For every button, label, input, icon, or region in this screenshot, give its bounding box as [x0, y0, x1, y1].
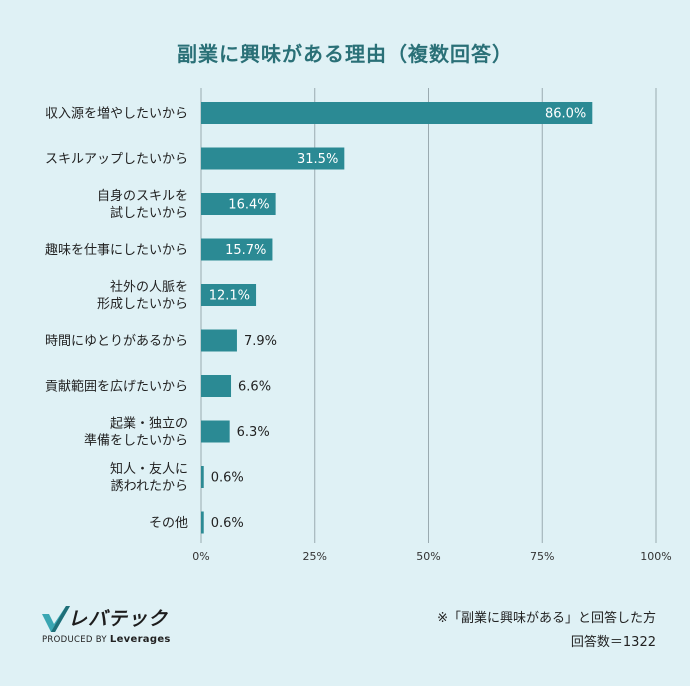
footer-note: ※「副業に興味がある」と回答した方 回答数＝1322 — [336, 607, 656, 655]
data-label: 16.4% — [228, 198, 269, 213]
category-label: 社外の人脈を形成したいから — [97, 279, 188, 312]
respondent-count: 回答数＝1322 — [570, 635, 656, 650]
category-label: その他 — [149, 516, 188, 531]
respondent-note: ※「副業に興味がある」と回答した方 — [437, 611, 656, 626]
category-label: 知人・友人に誘われたから — [110, 461, 188, 494]
chart-title: 副業に興味がある理由（複数回答） — [177, 42, 513, 66]
tick-label: 50% — [416, 550, 440, 563]
bar — [201, 147, 345, 170]
category-label: 収入源を増やしたいから — [45, 107, 188, 122]
x-axis-ticks: 0% 25% 50% 75% 100% — [192, 550, 671, 563]
tick-label: 25% — [303, 550, 327, 563]
tick-label: 100% — [640, 550, 671, 563]
bar — [201, 102, 593, 124]
category-label: 自身のスキルを試したいから — [97, 188, 188, 221]
data-label: 12.1% — [209, 289, 250, 304]
tick-label: 75% — [530, 550, 554, 563]
category-label: 趣味を仕事にしたいから — [45, 243, 188, 258]
logo-produced-by: PRODUCED BY Leverages — [42, 634, 171, 645]
category-labels: 収入源を増やしたいからスキルアップしたいから自身のスキルを試したいから趣味を仕事… — [45, 107, 188, 532]
bar — [201, 466, 204, 488]
bars: 86.0% 31.5% 16.4% 15.7% 12.1% 7.9% 6.6% 6.3% 0.6… — [201, 102, 593, 534]
category-label: スキルアップしたいから — [45, 152, 188, 167]
data-label: 7.9% — [244, 334, 277, 349]
tick-label: 0% — [192, 550, 209, 563]
data-label: 0.6% — [211, 471, 244, 486]
levtech-logo: レバテック PRODUCED BY Leverages — [42, 604, 212, 648]
category-label: 起業・独立の準備をしたいから — [84, 416, 188, 449]
data-label: 31.5% — [297, 152, 338, 167]
bar — [201, 284, 257, 306]
check-mark-icon — [42, 606, 70, 632]
bar — [201, 329, 237, 352]
bar-chart: 86.0% 31.5% 16.4% 15.7% 12.1% 7.9% 6.6% 6.3% 0.6… — [45, 88, 672, 563]
bar — [201, 511, 204, 534]
bar — [201, 193, 276, 215]
bar — [201, 420, 230, 443]
logo-name: レバテック — [68, 608, 169, 630]
data-label: 15.7% — [225, 243, 266, 258]
data-label: 6.6% — [238, 380, 271, 395]
bar — [201, 238, 273, 261]
category-label: 時間にゆとりがあるから — [45, 334, 188, 349]
data-label: 0.6% — [211, 516, 244, 531]
bar — [201, 375, 232, 397]
category-label: 貢献範囲を広げたいから — [45, 380, 188, 395]
data-label: 6.3% — [237, 425, 270, 440]
data-label: 86.0% — [545, 107, 586, 122]
